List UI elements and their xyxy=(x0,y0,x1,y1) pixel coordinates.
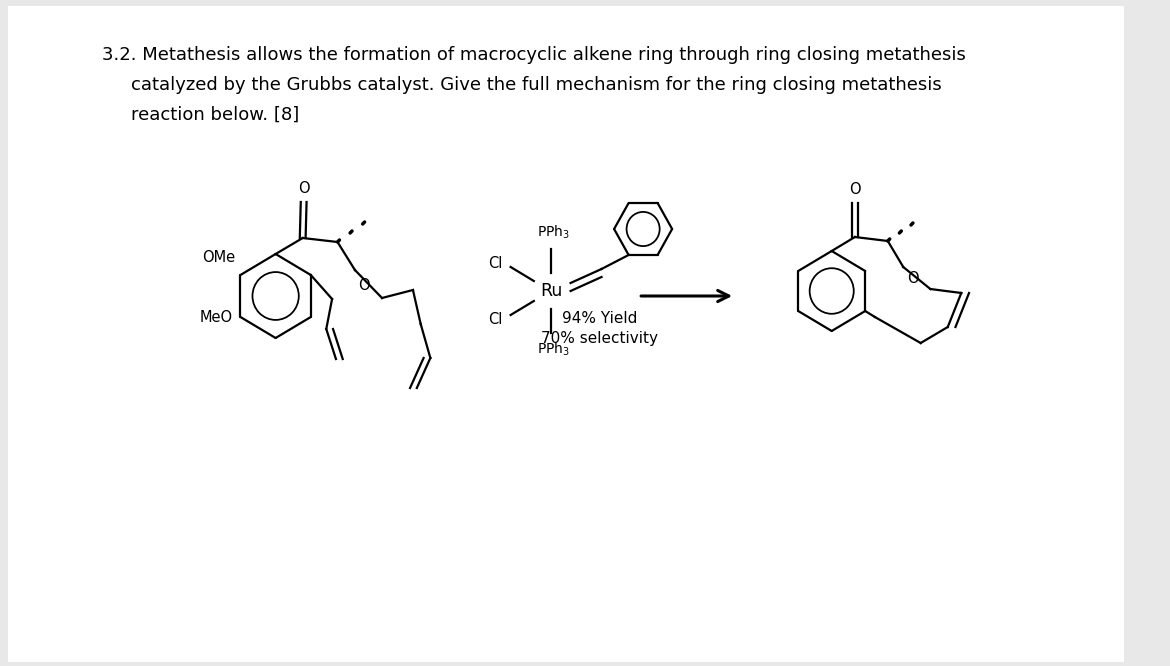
Text: O: O xyxy=(358,278,370,293)
Text: O: O xyxy=(298,181,310,196)
Text: O: O xyxy=(849,182,861,197)
Text: 94% Yield: 94% Yield xyxy=(562,311,638,326)
Text: PPh$_3$: PPh$_3$ xyxy=(537,341,570,358)
Text: reaction below. [8]: reaction below. [8] xyxy=(131,106,298,124)
Text: Cl: Cl xyxy=(489,256,503,270)
Text: catalyzed by the Grubbs catalyst. Give the full mechanism for the ring closing m: catalyzed by the Grubbs catalyst. Give t… xyxy=(131,76,942,94)
Text: 70% selectivity: 70% selectivity xyxy=(541,331,658,346)
Text: MeO: MeO xyxy=(200,310,233,324)
FancyBboxPatch shape xyxy=(8,6,1123,662)
Text: O: O xyxy=(907,271,918,286)
Text: PPh$_3$: PPh$_3$ xyxy=(537,224,570,241)
Text: 3.2. Metathesis allows the formation of macrocyclic alkene ring through ring clo: 3.2. Metathesis allows the formation of … xyxy=(102,46,965,64)
Text: OMe: OMe xyxy=(202,250,235,265)
Text: Cl: Cl xyxy=(489,312,503,326)
Text: Ru: Ru xyxy=(541,282,563,300)
